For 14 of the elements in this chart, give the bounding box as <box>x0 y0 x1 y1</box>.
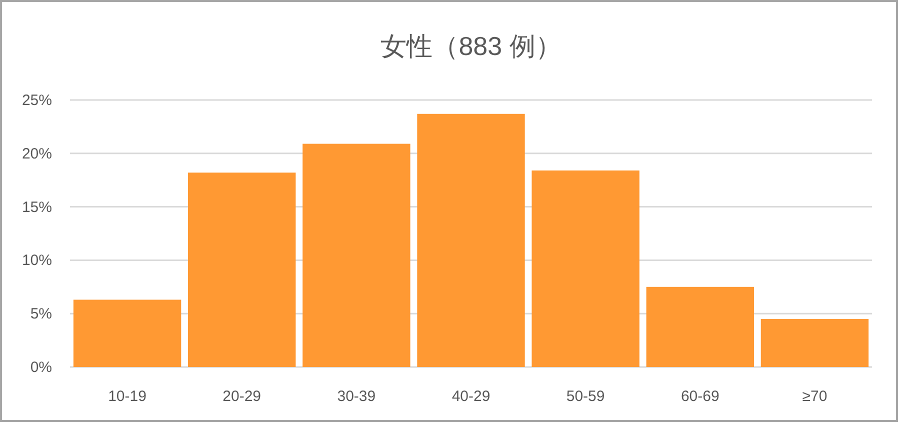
x-tick-label: 20-29 <box>222 388 262 405</box>
y-tick-label: 15% <box>22 198 52 216</box>
y-tick-label: 10% <box>22 252 52 270</box>
y-tick-label: 25% <box>22 92 52 109</box>
x-tick-label: ≥70 <box>802 388 828 405</box>
x-tick-label: 50-59 <box>566 388 605 405</box>
chart-title: 女性（883 例） <box>380 31 562 61</box>
y-tick-label: 5% <box>30 306 52 323</box>
x-tick-label: 10-19 <box>108 388 146 405</box>
y-tick-label: 0% <box>30 359 52 376</box>
x-tick-label: 40-29 <box>452 388 490 405</box>
x-tick-label: 60-69 <box>680 388 720 405</box>
y-tick-label: 20% <box>22 145 52 162</box>
x-tick-label: 30-39 <box>337 388 376 405</box>
